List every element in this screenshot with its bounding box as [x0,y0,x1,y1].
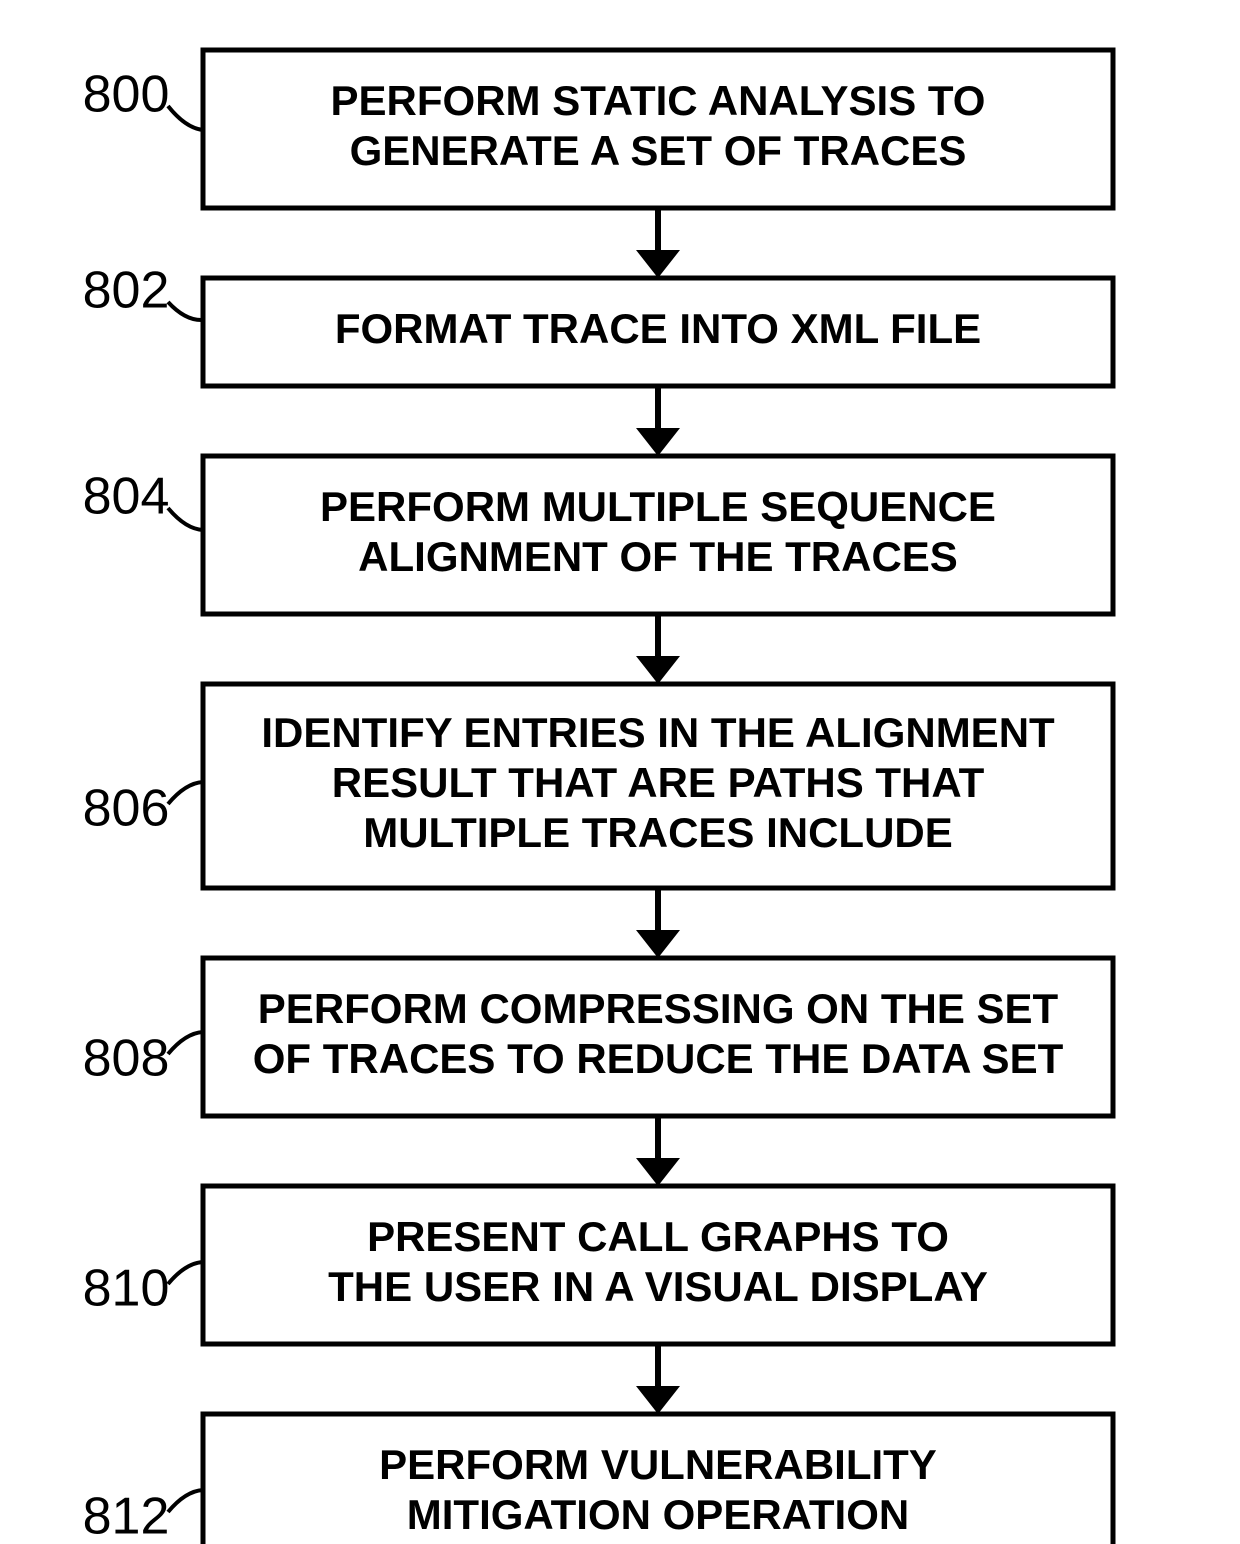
step-label-808: 808 [83,1030,170,1088]
step-text-800-line-0: PERFORM STATIC ANALYSIS TO [331,77,986,124]
step-text-810-line-1: THE USER IN A VISUAL DISPLAY [328,1263,988,1310]
step-label-812: 812 [83,1488,170,1544]
step-label-810: 810 [83,1260,170,1318]
step-label-804: 804 [83,468,170,526]
step-text-800-line-1: GENERATE A SET OF TRACES [350,127,967,174]
flowchart: PERFORM STATIC ANALYSIS TOGENERATE A SET… [0,0,1240,1544]
step-text-812-line-0: PERFORM VULNERABILITY [379,1441,937,1488]
step-label-800: 800 [83,66,170,124]
step-text-804-line-0: PERFORM MULTIPLE SEQUENCE [320,483,996,530]
step-text-810-line-0: PRESENT CALL GRAPHS TO [367,1213,949,1260]
step-text-802-line-0: FORMAT TRACE INTO XML FILE [335,305,981,352]
step-label-802: 802 [83,262,170,320]
step-text-806-line-2: MULTIPLE TRACES INCLUDE [363,809,953,856]
step-text-804-line-1: ALIGNMENT OF THE TRACES [358,533,958,580]
step-text-812-line-1: MITIGATION OPERATION [407,1491,909,1538]
step-text-808-line-0: PERFORM COMPRESSING ON THE SET [258,985,1059,1032]
step-text-806-line-0: IDENTIFY ENTRIES IN THE ALIGNMENT [261,709,1055,756]
step-text-806-line-1: RESULT THAT ARE PATHS THAT [332,759,985,806]
step-label-806: 806 [83,780,170,838]
step-text-808-line-1: OF TRACES TO REDUCE THE DATA SET [253,1035,1064,1082]
